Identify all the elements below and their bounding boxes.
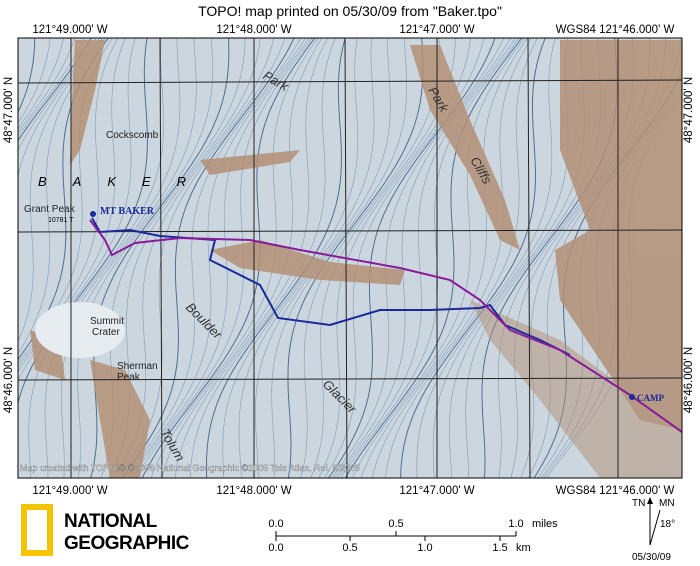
contour [18, 38, 109, 361]
contour [18, 38, 106, 355]
map: Park Park Cliffs Cockscomb BAKER Grant P… [17, 37, 683, 479]
tn-label: TN [632, 498, 645, 509]
contour [114, 38, 274, 478]
contour [18, 38, 103, 343]
map-label: BAKER [38, 174, 212, 189]
scale-ticks [275, 531, 517, 541]
logo: NATIONAL GEOGRAPHIC [21, 504, 190, 556]
map-label: Peak [117, 372, 141, 383]
contour [77, 38, 213, 478]
map-label: Crater [92, 327, 120, 338]
contour [126, 38, 307, 478]
contour [18, 38, 101, 178]
map-label: Sherman [117, 361, 158, 372]
map-label: Cockscomb [106, 130, 159, 141]
contour [416, 38, 556, 478]
scale-label: 1.0 [508, 518, 523, 530]
coordinate-label: 48°46.000' N [3, 347, 15, 413]
contour [90, 38, 230, 478]
scale-unit: miles [532, 518, 558, 530]
logo-text: GEOGRAPHIC [64, 533, 190, 554]
coordinate-label: 48°47.000' N [3, 77, 15, 143]
coordinate-label: WGS84 121°46.000' W [556, 485, 675, 497]
contour [18, 38, 64, 130]
declination: 18° [660, 519, 675, 530]
contour [287, 38, 424, 478]
cliff-areas [30, 40, 682, 478]
map-border [17, 37, 683, 479]
map-label: CAMP [637, 393, 664, 403]
mn-label: MN [659, 498, 675, 509]
mt-baker-marker [90, 211, 96, 217]
contour [18, 38, 126, 372]
scale-label: 0.5 [342, 542, 357, 554]
contour [18, 38, 119, 368]
coordinate-label: WGS84 121°46.000' W [556, 24, 675, 36]
contour [18, 38, 97, 151]
summit-crater-area [35, 302, 125, 358]
contour [124, 38, 302, 478]
route-purple [89, 219, 683, 433]
coordinate-label: 121°47.000' W [399, 485, 474, 497]
contour [271, 38, 407, 478]
logo-frame [21, 504, 53, 556]
copyright: Map created with TOPO!© ©2006 National G… [20, 463, 360, 473]
scale-bar: 0.0 0.5 1.0 miles 0.0 0.5 1.0 1.5 km [268, 518, 558, 554]
coordinate-label: 121°49.000' W [32, 485, 107, 497]
contour [254, 38, 391, 478]
contour [400, 38, 546, 478]
contour [18, 38, 51, 124]
contour [28, 38, 165, 478]
contour [44, 38, 181, 478]
grid-lines [17, 37, 683, 479]
coordinate-label: 121°48.000' W [216, 24, 291, 36]
contour [18, 38, 92, 142]
contour [18, 38, 85, 137]
contour [121, 38, 295, 478]
scale-label: 0.5 [388, 518, 403, 530]
coordinate-label: 121°49.000' W [32, 24, 107, 36]
map-label: MT BAKER [100, 206, 155, 217]
contour [18, 38, 76, 133]
scale-unit: km [516, 542, 531, 554]
coordinate-label: 48°47.000' N [683, 77, 695, 143]
print-date: 05/30/09 [632, 552, 671, 563]
camp-marker [629, 394, 635, 400]
contour [371, 38, 532, 478]
contour [385, 38, 538, 478]
map-label: Grant Peak [24, 204, 76, 215]
scale-label: 1.0 [417, 542, 432, 554]
route-blue [91, 217, 571, 356]
scale-label: 0.0 [268, 518, 283, 530]
contour [18, 38, 148, 405]
coordinate-label: 121°48.000' W [216, 485, 291, 497]
contour [18, 38, 136, 381]
title: TOPO! map printed on 05/30/09 from "Bake… [198, 3, 502, 19]
contour [351, 38, 525, 478]
scale-label: 0.0 [268, 542, 283, 554]
map-label: 10781 T [48, 217, 74, 224]
logo-text: NATIONAL [64, 511, 158, 532]
contour [344, 38, 523, 478]
contour [238, 38, 375, 478]
contour [61, 38, 197, 478]
map-label: Summit [90, 316, 124, 327]
scale-label: 1.5 [492, 542, 507, 554]
contour [360, 38, 528, 478]
coordinate-label: 121°47.000' W [399, 24, 474, 36]
coordinate-label: 48°46.000' N [683, 347, 695, 413]
contour [300, 38, 440, 478]
north-arrow: TN MN 18° 05/30/09 [632, 497, 675, 563]
